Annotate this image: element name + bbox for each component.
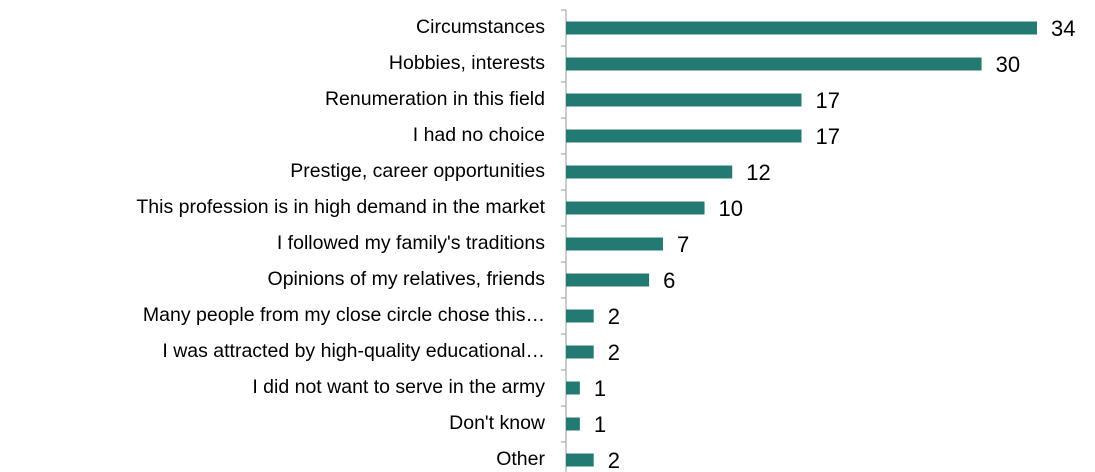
value-label: 10 — [719, 196, 743, 221]
category-label: Renumeration in this field — [325, 88, 545, 110]
bar — [566, 309, 594, 323]
bar — [566, 201, 705, 215]
category-label: I had no choice — [413, 124, 545, 146]
category-label: Prestige, career opportunities — [290, 160, 545, 182]
bar — [566, 345, 594, 359]
value-label: 6 — [663, 268, 675, 293]
value-label: 2 — [608, 340, 620, 365]
bar — [566, 93, 802, 107]
category-label: I did not want to serve in the army — [252, 376, 545, 398]
bar — [566, 129, 802, 143]
category-label: This profession is in high demand in the… — [136, 196, 545, 218]
value-label: 1 — [594, 412, 606, 437]
category-label: Other — [496, 448, 545, 470]
value-label: 1 — [594, 376, 606, 401]
category-label: Many people from my close circle chose t… — [143, 304, 545, 326]
value-label: 34 — [1051, 16, 1075, 41]
category-label: I was attracted by high-quality educatio… — [162, 340, 545, 362]
value-label: 2 — [608, 448, 620, 472]
bar — [566, 237, 663, 251]
category-label: Opinions of my relatives, friends — [268, 268, 546, 290]
value-label: 17 — [816, 88, 840, 113]
bar — [566, 453, 594, 467]
value-label: 17 — [816, 124, 840, 149]
bar — [566, 273, 650, 287]
value-label: 12 — [746, 160, 770, 185]
value-label: 30 — [996, 52, 1020, 77]
category-label: Hobbies, interests — [389, 52, 545, 74]
category-label: Circumstances — [416, 16, 545, 38]
category-label: I followed my family's traditions — [277, 232, 545, 254]
value-label: 2 — [608, 304, 620, 329]
bar — [566, 381, 580, 395]
category-label: Don't know — [449, 412, 546, 434]
bar — [566, 21, 1037, 35]
bar — [566, 417, 580, 431]
bar — [566, 57, 982, 71]
bar — [566, 165, 733, 179]
value-label: 7 — [677, 232, 689, 257]
